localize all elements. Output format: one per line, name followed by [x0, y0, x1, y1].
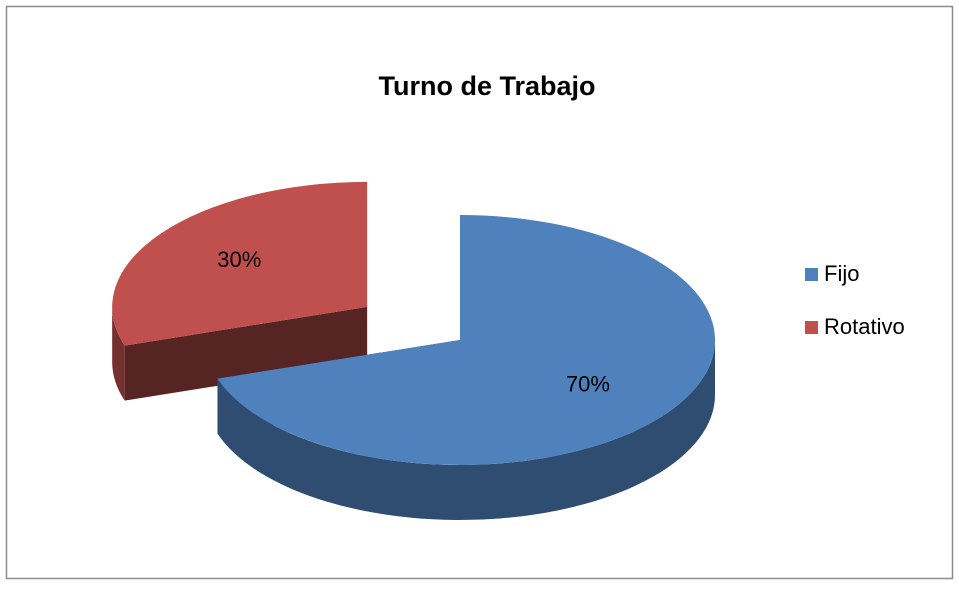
slice-top [112, 181, 368, 346]
slice: 70% [217, 215, 715, 521]
pie: 30% 70% [112, 181, 715, 521]
legend: Fijo Rotativo [805, 261, 905, 339]
data-label: 70% [566, 371, 610, 396]
legend-swatch [805, 268, 818, 281]
slice-wall [112, 306, 125, 401]
slice: 30% [112, 181, 368, 401]
legend-label: Fijo [824, 261, 859, 286]
chart-title: Turno de Trabajo [378, 71, 595, 101]
legend-swatch [805, 321, 818, 334]
slice-wall [217, 340, 715, 521]
slice-top [217, 215, 715, 465]
legend-label: Rotativo [824, 314, 905, 339]
data-label: 30% [217, 247, 261, 272]
slice-side-face [124, 306, 368, 401]
